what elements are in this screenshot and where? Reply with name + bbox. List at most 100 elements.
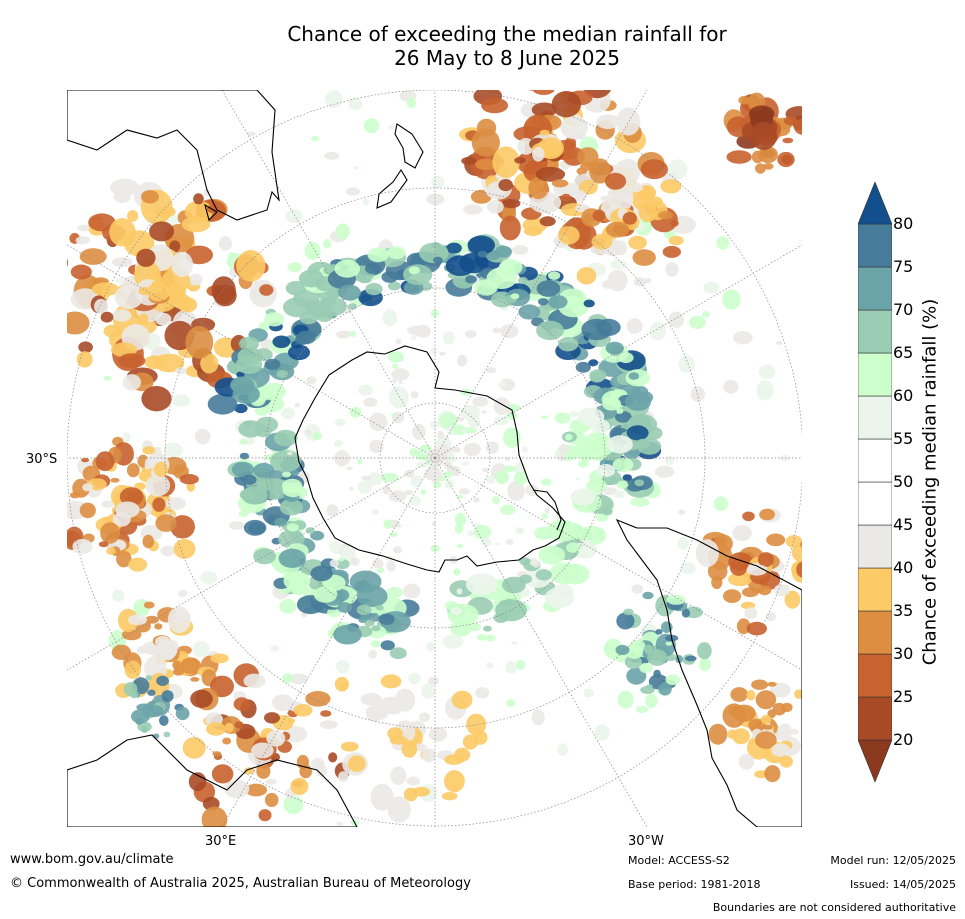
field-patch [81,458,90,463]
field-patch [699,657,711,672]
field-patch [779,454,790,462]
field-patch [169,240,181,253]
field-patch [299,311,319,325]
field-patch [767,681,777,687]
field-patch [442,634,464,649]
field-patch [532,147,545,162]
field-patch [475,158,497,171]
field-patch [229,521,245,530]
field-patch [119,487,144,506]
field-patch [218,236,232,251]
colorbar-bin [858,266,892,311]
field-patch [746,689,756,701]
field-patch [492,496,500,505]
tasmania [204,203,218,222]
field-patch [367,247,389,263]
field-patch [211,764,234,784]
field-patch [678,509,686,515]
field-patch [756,380,774,401]
field-patch [370,640,382,648]
field-patch [98,541,109,548]
field-patch [738,753,755,770]
field-patch [103,375,112,381]
field-patch [685,655,697,662]
field-patch [175,367,187,375]
field-patch [660,179,682,194]
field-patch [278,548,306,568]
field-patch [580,538,592,547]
field-patch [616,107,641,136]
field-patch [381,271,399,283]
field-patch [541,415,549,420]
field-patch [300,567,311,574]
field-patch [627,182,643,193]
field-patch [603,638,623,660]
field-patch [270,645,280,652]
field-patch [255,425,272,438]
field-patch [665,262,679,277]
field-patch [236,250,266,282]
field-patch [190,689,213,709]
field-patch [466,530,475,536]
colorbar-tick-label: 65 [893,343,914,362]
field-patch [791,543,802,562]
field-patch [473,524,492,539]
field-patch [757,552,774,567]
field-patch [506,539,514,545]
field-patch [444,754,464,765]
field-patch [323,151,340,160]
field-patch [610,259,627,270]
field-patch [369,439,384,454]
field-patch [76,351,93,368]
field-patch [320,710,332,717]
rainfall-map [67,90,802,827]
colorbar-tick-label: 20 [893,730,914,749]
field-patch [465,573,498,596]
field-patch [441,792,458,801]
field-patch [457,354,468,367]
field-patch [387,796,411,823]
field-patch [527,90,540,91]
field-patch [88,213,116,232]
field-patch [733,331,753,345]
field-patch [616,480,629,489]
footer-model: Model: ACCESS-S2 [628,854,730,867]
field-patch [695,539,719,568]
field-patch [190,677,200,682]
field-patch [439,351,446,356]
field-patch [577,407,605,427]
field-patch [646,684,653,689]
field-patch [111,644,132,660]
field-patch [136,646,146,655]
field-patch [570,113,582,125]
field-patch [581,318,612,341]
field-patch [437,430,444,439]
field-patch [626,425,649,441]
field-patch [531,102,557,118]
field-patch [82,483,93,492]
australia-coastline [67,90,280,221]
field-patch [358,616,368,624]
field-patch [313,586,338,603]
field-patch [716,236,729,250]
new-zealand-south [376,168,408,209]
colorbar-tick-label: 30 [893,644,914,663]
field-patch [604,172,627,190]
field-patch [358,384,374,396]
field-patch [356,585,388,607]
field-patch [287,451,293,456]
field-patch [697,642,712,660]
field-patch [154,623,163,630]
field-patch [766,533,786,547]
field-patch [192,640,210,658]
field-patch [783,116,798,126]
field-patch [390,766,407,785]
field-patch [505,661,517,674]
field-patch [632,249,656,266]
field-patch [666,594,686,605]
colorbar-tick-label: 45 [893,515,914,534]
field-patch [439,412,458,429]
field-patch [741,587,759,598]
field-patch [517,277,528,284]
field-patch [655,629,663,635]
